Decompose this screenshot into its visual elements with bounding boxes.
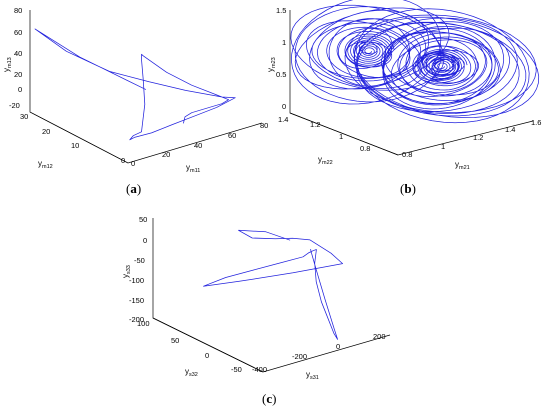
tick-label: 0 — [205, 351, 209, 360]
x-axis-label: ym11 — [186, 163, 200, 174]
tick-label: 0 — [143, 236, 147, 245]
tick-label: 0 — [131, 159, 135, 168]
panel-label-c: (c) — [262, 391, 276, 406]
tick-label: 40 — [194, 141, 202, 150]
tick-label: -400 — [252, 365, 267, 374]
tick-label: -20 — [9, 101, 20, 110]
tick-label: 50 — [171, 336, 179, 345]
panel-a: 30 20 10 0 0 20 40 60 80 80 60 40 20 0 -… — [2, 6, 268, 196]
tick-label: 80 — [260, 121, 268, 130]
axis-base-left — [289, 112, 399, 156]
tick-label: 0.5 — [276, 70, 286, 79]
panel-label-b: (b) — [400, 181, 416, 196]
tick-label: 0 — [282, 102, 286, 111]
series-attractor — [290, 0, 540, 124]
z-axis-label: ym13 — [2, 57, 13, 72]
tick-label: 60 — [14, 28, 22, 37]
z-axis-label: ym23 — [266, 57, 277, 72]
z-axis-label: ys33 — [121, 265, 132, 278]
axis-frame — [29, 10, 263, 164]
axis-base-left — [29, 111, 129, 164]
tick-label: 20 — [162, 150, 170, 159]
tick-label: 50 — [139, 215, 147, 224]
y-axis-label: ym12 — [38, 159, 53, 170]
tick-label: 1.6 — [531, 118, 541, 127]
tick-label: 60 — [228, 131, 236, 140]
tick-label: 20 — [14, 70, 22, 79]
series-trajectory — [34, 28, 236, 141]
tick-label: -200 — [129, 315, 144, 324]
tick-label: 80 — [14, 6, 22, 15]
tick-label: 0 — [336, 342, 340, 351]
tick-label: 1.2 — [310, 120, 320, 129]
tick-label: 1 — [282, 38, 286, 47]
y-axis-label: ys32 — [185, 367, 198, 378]
tick-label: -50 — [134, 256, 145, 265]
x-axis-label: ys31 — [306, 370, 319, 381]
tick-label: 100 — [137, 319, 150, 328]
tick-label: 30 — [20, 112, 28, 121]
tick-label: -150 — [129, 296, 144, 305]
tick-label: 1 — [339, 132, 343, 141]
panel-label-a: (a) — [126, 181, 141, 196]
axis-base-left — [152, 317, 264, 373]
tick-label: 40 — [14, 49, 22, 58]
tick-label: -200 — [292, 352, 307, 361]
tick-label: -100 — [129, 276, 144, 285]
x-axis-label: ym21 — [455, 160, 470, 171]
axis-frame — [152, 218, 391, 373]
tick-label: 20 — [42, 127, 50, 136]
tick-label: 0 — [18, 85, 22, 94]
panel-c: 100 50 0 -50 -400 -200 0 200 50 0 -50 -1… — [121, 215, 391, 406]
tick-label: -50 — [231, 365, 242, 374]
tick-label: 1.2 — [473, 133, 483, 142]
tick-label: 1.4 — [505, 125, 515, 134]
tick-label: 0.8 — [402, 150, 412, 159]
panel-b: 1.4 1.2 1 0.8 0.8 1 1.2 1.4 1.6 1.5 1 0.… — [266, 0, 541, 196]
tick-label: 1.4 — [278, 115, 288, 124]
tick-label: 0 — [121, 156, 125, 165]
series-trajectory — [203, 229, 343, 340]
tick-label: 1.5 — [276, 6, 286, 15]
tick-label: 0.8 — [360, 144, 370, 153]
tick-label: 10 — [71, 141, 79, 150]
y-axis-label: ym22 — [318, 155, 333, 166]
tick-label: 200 — [373, 332, 386, 341]
tick-label: 1 — [441, 142, 445, 151]
